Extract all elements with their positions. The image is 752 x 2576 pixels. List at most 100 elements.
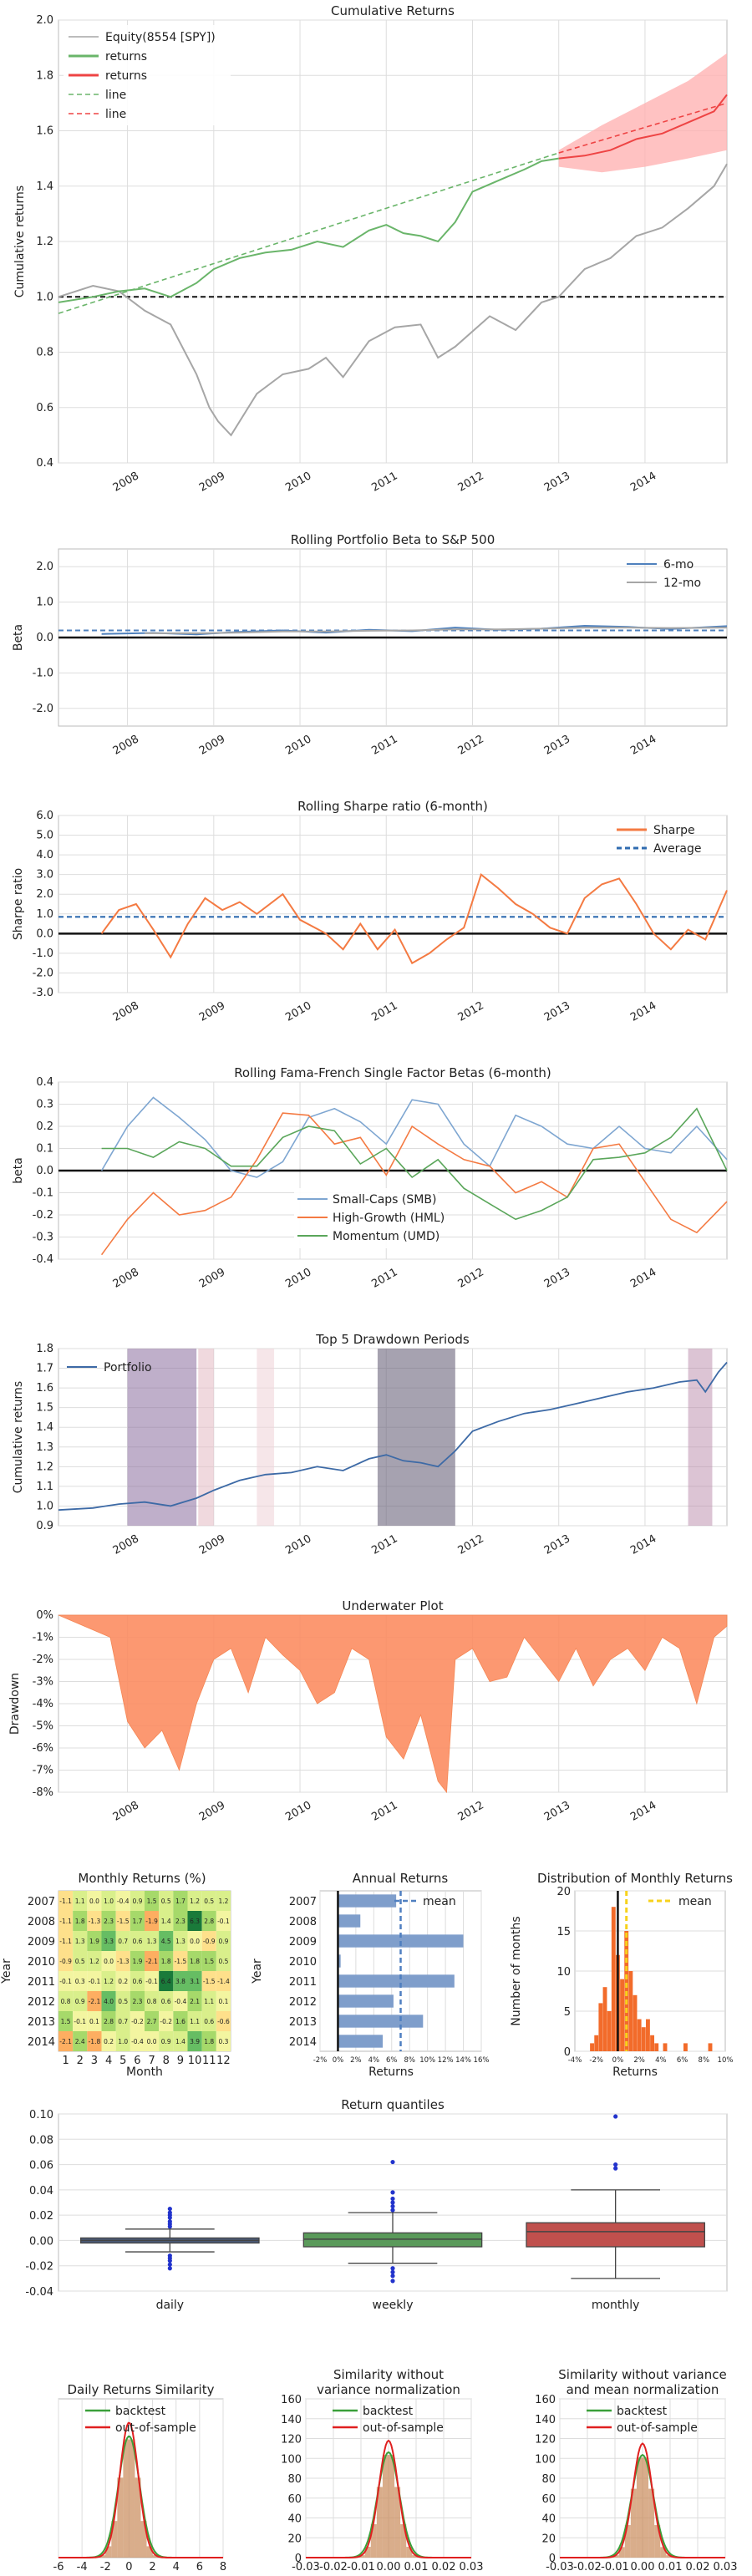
distribution-histogram-bar [708, 2043, 713, 2051]
annual-x-tick-label: 12% [438, 2056, 454, 2065]
monthly-cell [145, 2011, 160, 2031]
cumret-y-tick-label: 0.8 [36, 347, 53, 359]
famafrench-series-line [101, 1107, 728, 1221]
sim2-title: variance normalization [317, 2382, 460, 2397]
annual-bar [338, 2015, 424, 2028]
famafrench-x-tick-label: 2009 [197, 1266, 227, 1291]
monthly-cell [87, 1991, 102, 2011]
sim1-histogram-bar [123, 2439, 130, 2558]
quantiles-outlier [390, 2269, 395, 2274]
annual-x-tick-label: 10% [419, 2056, 435, 2065]
sharpe-legend-label: Sharpe [653, 824, 695, 837]
sim2-x-tick-label: -0.01 [347, 2561, 375, 2573]
monthly-cell [159, 2011, 174, 2031]
beta-y-tick-label: 2.0 [36, 561, 53, 573]
famafrench-x-tick-label: 2010 [283, 1266, 313, 1291]
quantiles-outlier [390, 2208, 395, 2213]
monthly-y-tick-label: 2012 [28, 1996, 55, 2009]
quantiles-outlier [390, 2190, 395, 2195]
sim1-histogram-bar [117, 2477, 124, 2558]
quantiles-outlier [390, 2159, 395, 2165]
beta-y-tick-label: 0.0 [36, 632, 53, 644]
monthly-x-tick-label: 8 [163, 2055, 170, 2067]
monthly-cell [145, 2031, 160, 2051]
monthly-cell [101, 1951, 116, 1971]
beta-x-tick-label: 2008 [111, 733, 141, 758]
cumret-legend-label: line [105, 108, 126, 121]
distribution-x-tick-label: 4% [655, 2056, 667, 2065]
sharpe-title: Rolling Sharpe ratio (6-month) [297, 799, 488, 814]
monthly-cell-label: 1.8 [204, 2038, 214, 2045]
monthly-cell-label: -0.2 [160, 2018, 172, 2025]
distribution-legend-label: mean [678, 1895, 712, 1908]
famafrench-y-tick-label: -0.4 [33, 1253, 53, 1266]
sim3-x-tick-label: 0.01 [658, 2561, 683, 2573]
monthly-cell [187, 1911, 202, 1931]
monthly-cell [115, 2011, 130, 2031]
monthly-cell [58, 1911, 74, 1931]
distribution-histogram-bar [654, 2043, 659, 2051]
distribution-histogram-bar [641, 2027, 646, 2051]
drawdowns-legend: Portfolio [67, 1361, 152, 1374]
monthly-cell-label: 0.8 [61, 1998, 71, 2005]
monthly-cell-label: 0.7 [118, 1938, 128, 1945]
distribution-x-axis-label: Returns [612, 2065, 658, 2079]
beta-x-tick-label: 2011 [369, 733, 399, 758]
monthly-cell-label: 0.1 [218, 1998, 228, 2005]
monthly-cell [115, 1951, 130, 1971]
sim3-y-tick-label: 140 [535, 2414, 556, 2426]
monthly-cell [201, 1931, 216, 1951]
monthly-cell-label: 1.8 [161, 1958, 171, 1965]
quantiles-outlier [390, 2203, 395, 2209]
sharpe-y-tick-label: -2.0 [33, 967, 53, 979]
annual-x-tick-label: 16% [474, 2056, 490, 2065]
monthly-cell [159, 1931, 174, 1951]
drawdowns-title: Top 5 Drawdown Periods [315, 1332, 470, 1347]
monthly-cell [87, 2011, 102, 2031]
monthly-cell-label: 0.1 [89, 2018, 99, 2025]
monthly-x-tick-label: 1 [62, 2055, 69, 2067]
monthly-cell-label: -0.9 [59, 1958, 72, 1965]
distribution-x-tick-label: -2% [589, 2056, 603, 2065]
quantiles-y-tick-label: -0.04 [25, 2286, 53, 2299]
underwater-y-tick-label: 0% [36, 1609, 53, 1622]
famafrench-y-axis-label: beta [12, 1157, 25, 1184]
sharpe-y-axis-label: Sharpe ratio [12, 868, 25, 940]
annual-bar [338, 1914, 361, 1928]
distribution-histogram-bar [633, 1994, 638, 2051]
monthly-cell-label: 2.4 [75, 2038, 85, 2045]
monthly-cell [87, 2031, 102, 2051]
famafrench-x-tick-label: 2012 [456, 1266, 486, 1291]
monthly-cell [130, 1951, 145, 1971]
monthly-cell-label: -1.1 [59, 1918, 72, 1925]
cumret-series-line [558, 102, 728, 154]
cumret-y-tick-label: 1.6 [36, 125, 53, 138]
monthly-cell-label: -1.1 [59, 1898, 72, 1905]
cumret-series-line [58, 152, 559, 314]
monthly-cell-label: 2.8 [104, 2018, 114, 2025]
sharpe-x-tick-label: 2009 [197, 999, 227, 1024]
annual-y-axis-label: Year [251, 1959, 264, 1984]
famafrench-legend-label: High-Growth (HML) [333, 1212, 445, 1225]
drawdowns-x-tick-label: 2013 [542, 1532, 572, 1557]
famafrench-y-tick-label: 0.3 [36, 1099, 53, 1111]
monthly-cell [201, 2011, 216, 2031]
cumret-series-line [58, 157, 559, 303]
sim2-legend-label: backtest [363, 2405, 414, 2418]
annual-y-tick-label: 2014 [289, 2036, 317, 2049]
distribution-x-tick-label: -4% [568, 2056, 582, 2065]
beta-y-tick-label: -1.0 [33, 667, 53, 679]
distribution-histogram-bar [628, 1971, 633, 2051]
sim2-histogram-bar [412, 2555, 419, 2558]
famafrench-legend-label: Small-Caps (SMB) [333, 1193, 436, 1207]
monthly-cell-label: 0.0 [104, 1958, 114, 1965]
monthly-cell [216, 2011, 231, 2031]
monthly-cell [187, 1971, 202, 1991]
sim3-histogram-bar [612, 2555, 619, 2558]
cumret-legend: Equity(8554 [SPY]) returns returns line line [64, 25, 231, 125]
monthly-cell [115, 1911, 130, 1931]
monthly-y-tick-label: 2007 [28, 1896, 55, 1908]
quantiles-outlier [167, 2224, 172, 2229]
sharpe-y-tick-label: 2.0 [36, 888, 53, 901]
